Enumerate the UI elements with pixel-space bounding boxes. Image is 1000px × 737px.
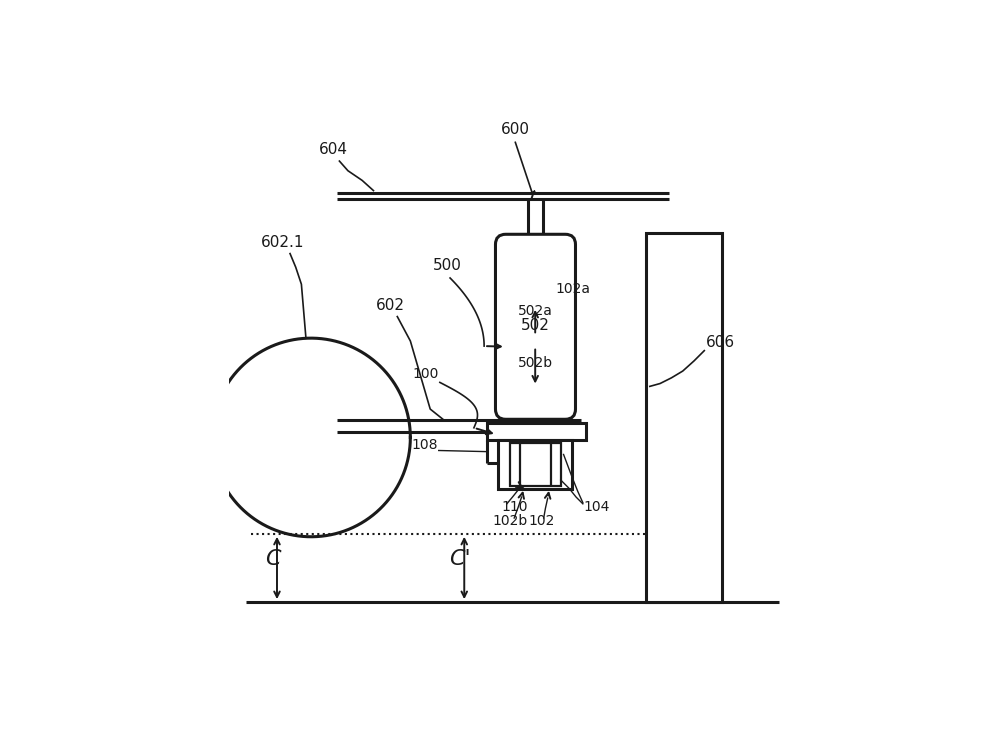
Text: 102: 102	[529, 514, 555, 528]
Text: 602: 602	[376, 298, 405, 312]
Bar	[646, 233, 722, 602]
Text: 606: 606	[705, 335, 735, 349]
Text: 502a: 502a	[518, 304, 553, 318]
Text: 502b: 502b	[518, 355, 553, 369]
Text: 600: 600	[501, 122, 530, 137]
Text: 104: 104	[583, 500, 610, 514]
Text: 602.1: 602.1	[261, 235, 304, 251]
Text: C: C	[265, 549, 281, 569]
Text: 502: 502	[521, 318, 550, 332]
Text: C': C'	[449, 549, 471, 569]
Text: 604: 604	[319, 142, 348, 157]
Bar	[487, 423, 586, 440]
Text: 110: 110	[501, 500, 528, 514]
Text: 100: 100	[412, 367, 439, 381]
Text: 500: 500	[433, 258, 462, 273]
Text: 102a: 102a	[555, 282, 590, 296]
Text: 108: 108	[411, 438, 438, 452]
Bar	[510, 443, 561, 486]
Text: 102b: 102b	[492, 514, 527, 528]
Bar	[498, 440, 572, 489]
FancyBboxPatch shape	[495, 234, 575, 419]
